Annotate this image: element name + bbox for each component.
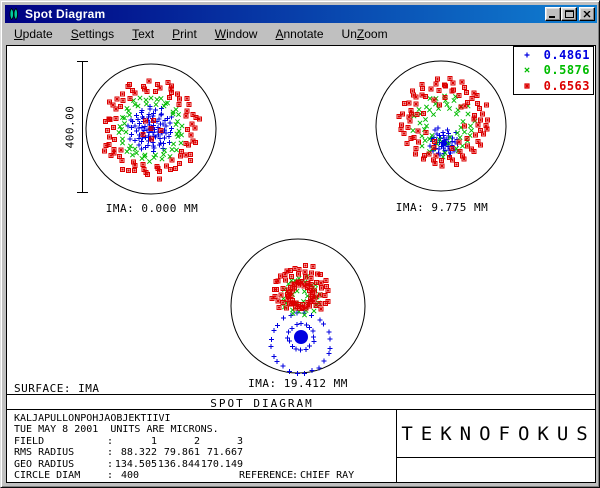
stats-cell: 1 xyxy=(150,435,157,447)
maximize-icon xyxy=(564,10,574,18)
menu-item-settings[interactable]: Settings xyxy=(62,24,123,44)
menu-item-label: Un xyxy=(341,26,357,41)
circle-diam-value: 400 xyxy=(121,470,140,482)
stats-row-circle-diam: CIRCLE DIAM : 400 REFERENCE : CHIEF RAY xyxy=(14,470,394,481)
legend-wavelength-value: 0.5876 xyxy=(543,63,590,78)
field1-ima-label: IMA: 0.000 MM xyxy=(105,202,199,215)
menu-item-label: ext xyxy=(138,26,155,41)
menu-item-label: rint xyxy=(180,26,197,41)
maximize-button[interactable] xyxy=(561,7,577,21)
stats-cell: : xyxy=(107,435,114,447)
reference-value: CHIEF RAY xyxy=(300,470,355,482)
menu-item-update[interactable]: Update xyxy=(5,24,62,44)
stats-cell: GEO RADIUS xyxy=(14,458,75,470)
menu-item-label: oom xyxy=(364,26,388,41)
minimize-button[interactable] xyxy=(545,7,561,21)
menu-item-label: T xyxy=(132,26,139,41)
stats-cell: 79.861 xyxy=(163,447,200,459)
square-marker-icon xyxy=(524,83,530,89)
legend-wavelength-value: 0.4861 xyxy=(543,47,590,62)
stats-cell: RMS RADIUS xyxy=(14,447,75,459)
menu-item-window[interactable]: Window xyxy=(206,24,267,44)
title-bar[interactable]: Spot Diagram xyxy=(5,5,597,23)
menu-item-label: pdate xyxy=(22,26,53,41)
menu-item-label: Z xyxy=(356,26,365,41)
reference-separator: : xyxy=(292,470,299,482)
scale-bar-label: 400.00 xyxy=(63,105,77,149)
stats-cell: : xyxy=(107,458,114,470)
menu-item-label: nnotate xyxy=(283,26,324,41)
stats-cell: 88.322 xyxy=(120,447,157,459)
wavelength-legend: 0.4861 0.5876 0.6563 xyxy=(514,47,593,94)
stats-cell: 2 xyxy=(193,435,200,447)
close-icon xyxy=(583,10,591,17)
menu-item-label: W xyxy=(214,26,227,41)
date-units-line: TUE MAY 8 2001 UNITS ARE MICRONS. xyxy=(14,424,219,436)
menu-item-label: S xyxy=(70,26,79,41)
stats-cell: 136.844 xyxy=(157,458,200,470)
stats-panel: KALJAPULLONPOHJAOBJEKTIIVI TUE MAY 8 200… xyxy=(14,413,394,481)
lens-title: KALJAPULLONPOHJAOBJEKTIIVI xyxy=(14,413,171,424)
stats-row-geo-radius: GEO RADIUS:134.505 136.844 170.149 xyxy=(14,459,394,470)
menu-item-label: P xyxy=(172,26,181,41)
stats-cell: FIELD xyxy=(14,435,45,447)
close-button[interactable] xyxy=(579,7,595,21)
window-title: Spot Diagram xyxy=(25,7,106,21)
stats-cell: 170.149 xyxy=(200,458,243,470)
menu-item-label: U xyxy=(14,26,23,41)
field2-ima-label: IMA: 9.775 MM xyxy=(395,201,489,214)
stats-cell: 3 xyxy=(236,435,243,447)
menu-item-text[interactable]: Text xyxy=(123,24,163,44)
plus-marker-icon xyxy=(524,52,530,58)
minimize-icon xyxy=(549,15,555,18)
stats-label: CIRCLE DIAM xyxy=(14,470,81,482)
legend-entry: 0.6563 xyxy=(514,79,593,94)
field3-ima-label: IMA: 19.412 MM xyxy=(248,377,348,390)
chart-title: SPOT DIAGRAM xyxy=(210,397,314,410)
menu-bar: Update Settings Text Print Window Annotate UnZ… xyxy=(5,23,597,44)
menu-item-print[interactable]: Print xyxy=(163,24,206,44)
menu-item-label: indow xyxy=(226,26,258,41)
legend-wavelength-value: 0.6563 xyxy=(543,79,590,94)
stats-cell: : xyxy=(107,447,114,459)
stats-separator: : xyxy=(107,470,114,482)
stats-cell: 71.667 xyxy=(206,447,243,459)
legend-entry: 0.4861 xyxy=(514,47,593,62)
company-logo: TEKNOFOKUS xyxy=(401,422,593,445)
reference-label: REFERENCE xyxy=(239,470,294,482)
surface-label: SURFACE: IMA xyxy=(14,382,100,395)
stats-cell: 134.505 xyxy=(114,458,157,470)
app-icon xyxy=(7,7,21,21)
menu-item-label: ettings xyxy=(78,26,115,41)
cross-marker-icon xyxy=(524,67,530,74)
stats-row-field: FIELD: 1 2 3 xyxy=(14,436,394,447)
menu-item-unzoom[interactable]: UnZoom xyxy=(333,24,397,44)
menu-item-label: A xyxy=(275,26,284,41)
legend-entry: 0.5876 xyxy=(514,63,593,78)
menu-item-annotate[interactable]: Annotate xyxy=(266,24,332,44)
stats-row-rms-radius: RMS RADIUS:88.322 79.861 71.667 xyxy=(14,447,394,458)
